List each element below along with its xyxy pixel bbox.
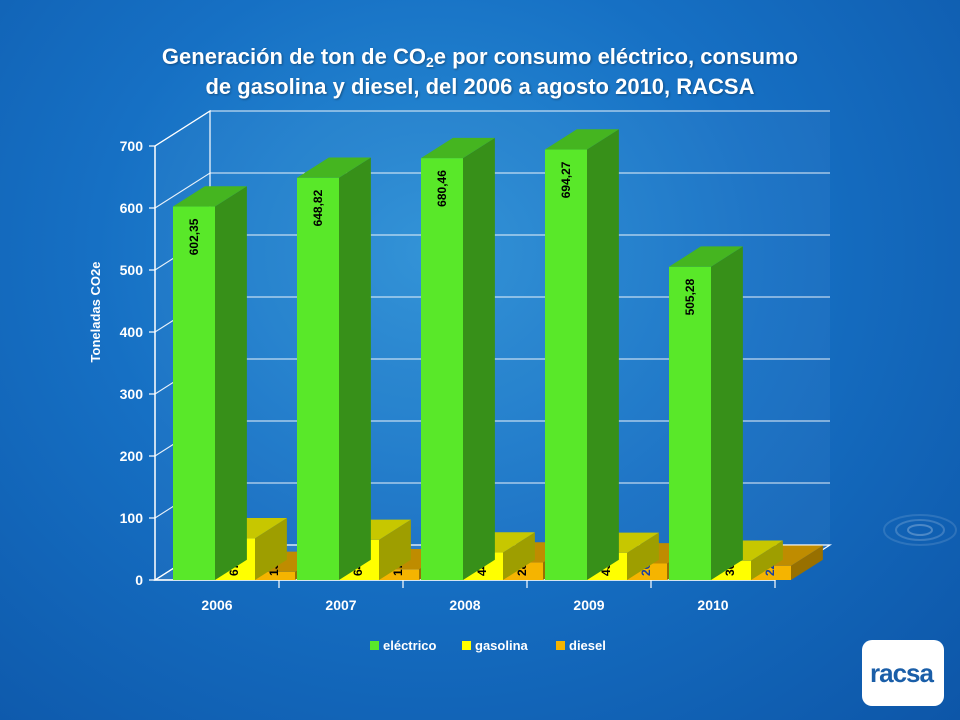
title-line1-pre: Generación de ton de CO xyxy=(161,44,426,69)
bar-2-front xyxy=(253,571,295,580)
x-tick-label: 2009 xyxy=(573,597,604,613)
y-tick-label: 300 xyxy=(120,386,144,402)
data-label: 694,27 xyxy=(559,161,573,198)
bar-0-front xyxy=(545,149,587,580)
logo-text: racsa xyxy=(870,658,934,688)
bar-1-side xyxy=(503,532,535,580)
y-tick-label: 0 xyxy=(135,572,143,588)
legend-swatch xyxy=(370,641,379,650)
bar-1-side xyxy=(751,540,783,580)
bar-0-front xyxy=(421,158,463,580)
gridline xyxy=(154,110,830,147)
bar-0-top xyxy=(669,246,743,267)
bar-0-side xyxy=(463,137,495,580)
bar-0-top xyxy=(545,129,619,150)
y-tick-label: 100 xyxy=(120,510,144,526)
legend-swatch xyxy=(556,641,565,650)
bar-0-front xyxy=(669,266,711,580)
title-subscript: 2 xyxy=(425,54,434,70)
x-tick-label: 2006 xyxy=(201,597,232,613)
ripple-decoration xyxy=(883,514,957,546)
racsa-logo: racsa xyxy=(862,640,944,706)
legend-label: eléctrico xyxy=(383,638,437,653)
bar-1-side xyxy=(627,532,659,580)
y-tick-label: 400 xyxy=(120,324,144,340)
legend-label: gasolina xyxy=(475,638,529,653)
bar-0-side xyxy=(587,129,619,580)
data-label: 680,46 xyxy=(435,170,449,207)
y-tick-label: 200 xyxy=(120,448,144,464)
x-tick-label: 2010 xyxy=(697,597,728,613)
legend-swatch xyxy=(462,641,471,650)
bar-0-top xyxy=(421,137,495,159)
bar-0-front xyxy=(297,177,339,580)
title-line1-post: e por consumo eléctrico, consumo xyxy=(433,44,799,69)
y-tick-label: 600 xyxy=(120,200,144,216)
bar-0-top xyxy=(173,186,247,207)
y-tick-label: 500 xyxy=(120,262,144,278)
y-axis-label: Toneladas CO2e xyxy=(88,262,103,363)
data-label: 648,82 xyxy=(311,189,325,226)
bar-1-side xyxy=(255,518,287,580)
gridline xyxy=(154,172,830,209)
bar-0-front xyxy=(173,206,215,580)
data-label: 602,35 xyxy=(187,218,201,255)
data-label: 505,28 xyxy=(683,278,697,315)
legend-label: diesel xyxy=(569,638,606,653)
y-tick-label: 700 xyxy=(120,138,144,154)
bar-2-front xyxy=(377,569,419,580)
bar-0-side xyxy=(215,186,247,581)
bar-1-side xyxy=(379,519,411,580)
chart-title: Generación de ton de CO2e por consumo el… xyxy=(40,42,920,102)
bar-2-side xyxy=(791,545,823,580)
title-line2: de gasolina y diesel, del 2006 a agosto … xyxy=(205,74,755,99)
bar-0-side xyxy=(711,246,743,581)
bar-0-top xyxy=(297,157,371,178)
bar-0-side xyxy=(339,157,371,580)
x-tick-label: 2008 xyxy=(449,597,480,613)
x-tick-label: 2007 xyxy=(325,597,356,613)
